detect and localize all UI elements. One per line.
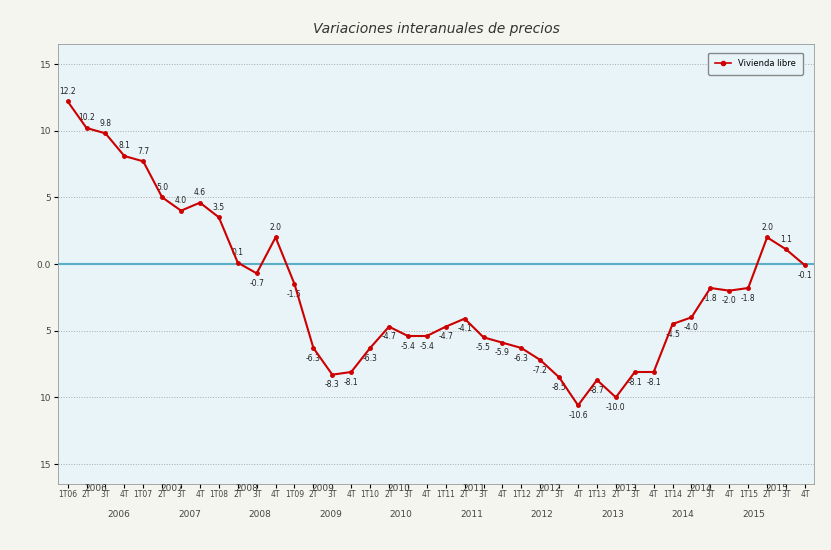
Text: 5.0: 5.0: [156, 183, 168, 192]
Text: -6.3: -6.3: [514, 354, 529, 362]
Text: 2014: 2014: [690, 484, 712, 493]
Text: 2011: 2011: [463, 484, 485, 493]
Text: -5.5: -5.5: [476, 343, 491, 352]
Text: 2007: 2007: [160, 484, 183, 493]
Text: 0.1: 0.1: [232, 248, 243, 257]
Text: -5.4: -5.4: [401, 342, 416, 350]
Title: Variaciones interanuales de precios: Variaciones interanuales de precios: [312, 22, 560, 36]
Text: -1.8: -1.8: [703, 294, 718, 302]
Text: 2010: 2010: [387, 484, 410, 493]
Text: 1.1: 1.1: [780, 235, 792, 244]
Text: -1.5: -1.5: [288, 289, 302, 299]
Text: 10.2: 10.2: [78, 113, 95, 123]
Text: 7.7: 7.7: [137, 147, 150, 156]
Text: -6.3: -6.3: [362, 354, 377, 362]
Text: 2008: 2008: [236, 484, 258, 493]
Text: -4.7: -4.7: [381, 332, 396, 341]
Text: 9.8: 9.8: [100, 119, 111, 128]
Text: 2013: 2013: [614, 484, 637, 493]
Text: -8.5: -8.5: [552, 383, 567, 392]
Text: 2012: 2012: [538, 484, 561, 493]
Text: -4.5: -4.5: [665, 329, 680, 339]
Text: -8.1: -8.1: [647, 377, 661, 387]
Text: -1.8: -1.8: [741, 294, 755, 302]
Text: -8.7: -8.7: [590, 386, 604, 394]
Text: -6.3: -6.3: [306, 354, 321, 362]
Text: -10.0: -10.0: [606, 403, 626, 412]
Text: -5.9: -5.9: [495, 348, 510, 357]
Legend: Vivienda libre: Vivienda libre: [708, 53, 803, 75]
Text: 12.2: 12.2: [59, 87, 76, 96]
Text: -4.1: -4.1: [457, 324, 472, 333]
Text: -2.0: -2.0: [722, 296, 736, 305]
Text: -4.0: -4.0: [684, 323, 699, 332]
Text: 2.0: 2.0: [761, 223, 773, 232]
Text: -8.1: -8.1: [344, 377, 358, 387]
Text: -7.2: -7.2: [533, 366, 548, 375]
Text: 2009: 2009: [312, 484, 334, 493]
Text: 3.5: 3.5: [213, 203, 225, 212]
Text: -8.1: -8.1: [627, 377, 642, 387]
Text: 4.6: 4.6: [194, 188, 206, 197]
Text: 2.0: 2.0: [269, 223, 282, 232]
Text: -10.6: -10.6: [568, 411, 588, 420]
Text: -5.4: -5.4: [420, 342, 435, 350]
Text: -0.7: -0.7: [249, 279, 264, 288]
Text: 8.1: 8.1: [118, 141, 130, 151]
Text: -0.1: -0.1: [798, 271, 812, 280]
Text: 2015: 2015: [765, 484, 788, 493]
Text: -8.3: -8.3: [325, 380, 340, 389]
Text: 2006: 2006: [85, 484, 107, 493]
Text: 4.0: 4.0: [175, 196, 187, 205]
Text: -4.7: -4.7: [438, 332, 453, 341]
